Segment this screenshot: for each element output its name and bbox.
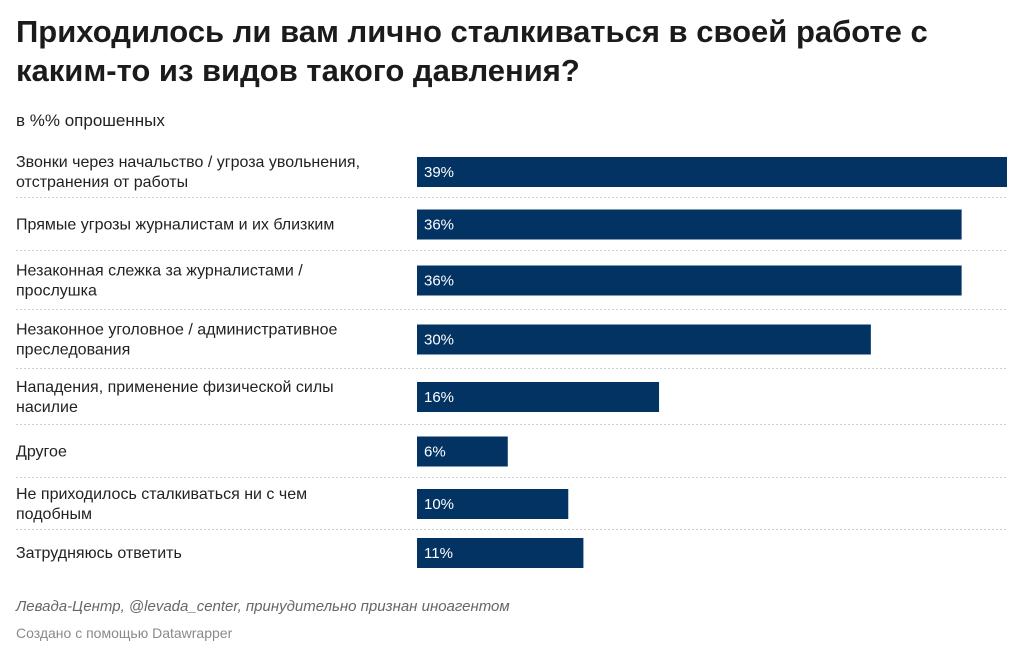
value-label: 36% bbox=[424, 273, 454, 290]
value-label: 16% bbox=[424, 389, 454, 406]
bar bbox=[417, 209, 962, 240]
bar-chart: Звонки через начальство / угроза увольне… bbox=[16, 154, 1007, 568]
category-label: Нападения, применение физической силы bbox=[16, 379, 334, 396]
chart-subtitle: в %% опрошенных bbox=[16, 111, 165, 130]
source-note: Левада-Центр, @levada_center, принудител… bbox=[16, 598, 510, 615]
category-label: преследования bbox=[16, 342, 130, 359]
bar bbox=[417, 324, 871, 355]
category-label: Звонки через начальство / угроза увольне… bbox=[16, 154, 360, 171]
value-label: 36% bbox=[424, 217, 454, 234]
category-label: Затрудняюсь ответить bbox=[16, 545, 182, 562]
category-label: прослушка bbox=[16, 283, 97, 300]
bar bbox=[417, 265, 962, 296]
credit-note: Создано с помощью Datawrapper bbox=[16, 625, 233, 641]
category-label: отстранения от работы bbox=[16, 174, 188, 191]
category-label: насилие bbox=[16, 399, 78, 416]
chart-title: Приходилось ли вам лично сталкиваться в … bbox=[16, 14, 928, 88]
bar bbox=[417, 538, 584, 568]
bar bbox=[417, 157, 1007, 187]
category-label: Не приходилось сталкиваться ни с чем bbox=[16, 486, 307, 503]
bar bbox=[417, 382, 660, 412]
value-label: 39% bbox=[424, 164, 454, 181]
category-label: подобным bbox=[16, 506, 92, 523]
value-label: 30% bbox=[424, 332, 454, 349]
category-label: Незаконное уголовное / административное bbox=[16, 322, 337, 339]
category-label: Незаконная слежка за журналистами / bbox=[16, 263, 303, 280]
category-label: Другое bbox=[16, 444, 67, 461]
value-label: 10% bbox=[424, 496, 454, 513]
category-label: Прямые угрозы журналистам и их близким bbox=[16, 217, 334, 234]
value-label: 11% bbox=[424, 545, 453, 562]
bar bbox=[417, 436, 508, 467]
bar bbox=[417, 489, 569, 519]
value-label: 6% bbox=[424, 444, 446, 461]
